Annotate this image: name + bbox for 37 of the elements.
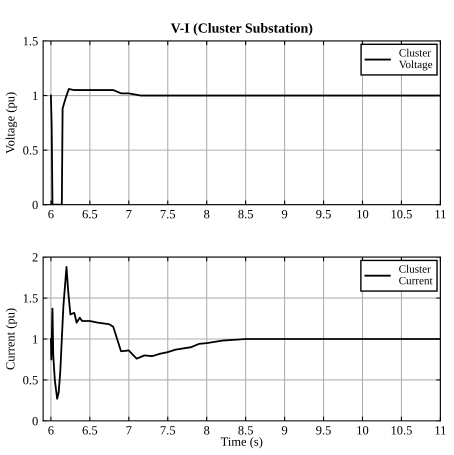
x-tick-label: 7 [126,210,132,218]
x-tick-label: 6 [48,426,54,435]
x-tick-label: 7.5 [160,426,176,435]
x-tick-label: 10.5 [392,426,412,435]
x-tick-label: 8.5 [238,210,253,218]
y-tick-label: 1 [33,335,38,344]
legend-label: Cluster Voltage [398,48,432,70]
y-tick-label: 0 [32,416,38,426]
y-tick-label: 0.5 [23,146,38,155]
x-tick-label: 9 [282,210,288,218]
y-tick-label: 2 [32,253,38,262]
y-axis-title: Current (pu) [6,308,18,370]
x-tick-label: 6.5 [82,210,98,218]
x-tick-label: 7.5 [160,210,176,218]
y-tick-label: 1.5 [24,37,38,46]
chart-title: V-I (Cluster Substation) [170,22,312,36]
x-tick-label: 11 [435,210,446,218]
x-tick-label: 8 [204,210,210,218]
x-tick-label: 6 [48,210,54,218]
x-tick-label: 7 [126,426,132,434]
x-tick-label: 9 [282,426,288,435]
x-axis-title: Time (s) [220,437,262,448]
x-tick-label: 8 [204,426,210,435]
y-tick-label: 0 [32,200,38,210]
y-tick-label: 0.5 [23,376,38,384]
x-tick-label: 9.5 [316,210,331,218]
x-tick-label: 10 [357,210,368,218]
y-tick-label: 1 [33,92,38,100]
x-tick-label: 10.5 [392,210,412,218]
y-tick-label: 1.5 [24,294,38,303]
x-tick-label: 6.5 [82,426,98,435]
legend-label: Cluster Current [399,264,433,284]
y-axis-title: Voltage (pu) [6,92,18,154]
x-tick-label: 8.5 [238,426,253,435]
x-tick-label: 9.5 [316,426,331,435]
x-tick-label: 11 [435,426,446,434]
x-tick-label: 10 [357,426,368,435]
